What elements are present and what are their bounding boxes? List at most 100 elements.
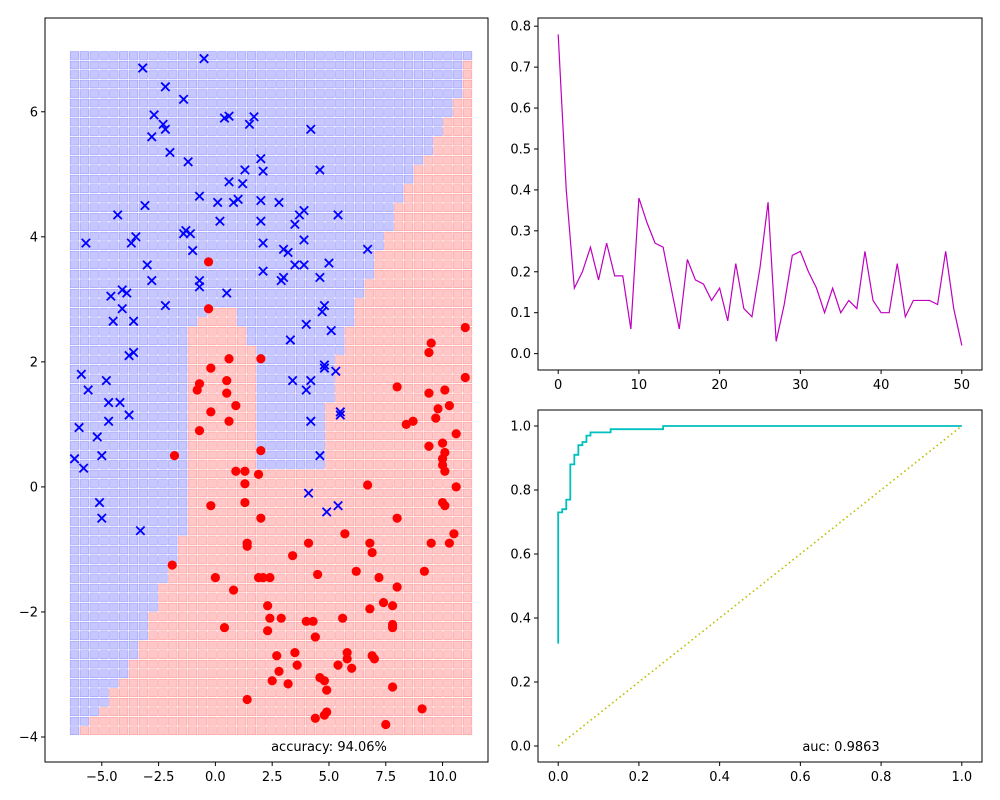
- region-cell-class-1: [345, 346, 355, 355]
- region-cell-class-0: [286, 79, 296, 89]
- region-cell-class-1: [374, 612, 384, 621]
- region-cell-class-1: [335, 441, 345, 450]
- region-cell-class-1: [364, 355, 374, 365]
- region-cell-class-0: [69, 212, 80, 222]
- region-cell-class-0: [266, 336, 276, 346]
- region-cell-class-1: [433, 298, 443, 308]
- region-cell-class-0: [305, 108, 315, 117]
- region-cell-class-1: [354, 688, 365, 698]
- region-cell-class-1: [178, 697, 188, 707]
- region-cell-class-0: [197, 203, 207, 212]
- region-cell-class-1: [217, 317, 227, 327]
- region-cell-class-0: [128, 327, 139, 336]
- region-cell-class-0: [266, 98, 276, 108]
- region-cell-class-0: [168, 70, 178, 79]
- region-cell-class-0: [305, 307, 315, 317]
- region-cell-class-0: [384, 60, 394, 70]
- scatter-point-x: [287, 375, 298, 386]
- region-cell-class-1: [217, 669, 227, 678]
- region-cell-class-0: [217, 89, 227, 98]
- region-cell-class-1: [462, 422, 473, 431]
- scatter-point-x: [121, 288, 132, 298]
- region-cell-class-1: [462, 136, 473, 146]
- region-cell-class-1: [236, 327, 247, 336]
- region-cell-class-1: [413, 507, 424, 517]
- region-cell-class-1: [423, 555, 433, 564]
- region-cell-class-0: [305, 146, 315, 155]
- region-cell-class-1: [325, 555, 335, 564]
- region-cell-class-0: [148, 117, 158, 127]
- region-cell-class-0: [99, 222, 109, 232]
- region-cell-class-1: [236, 507, 247, 517]
- region-cell-class-1: [403, 507, 414, 517]
- region-cell-class-1: [384, 536, 394, 545]
- region-cell-class-0: [325, 222, 335, 232]
- region-cell-class-1: [305, 488, 315, 498]
- region-cell-class-1: [187, 346, 198, 355]
- region-cell-class-0: [138, 108, 148, 117]
- region-cell-class-0: [335, 117, 345, 127]
- region-cell-class-1: [305, 726, 315, 736]
- region-cell-class-1: [433, 688, 443, 698]
- region-cell-class-0: [69, 241, 80, 251]
- region-cell-class-1: [374, 469, 384, 479]
- region-cell-class-1: [276, 536, 286, 545]
- region-cell-class-0: [197, 250, 207, 260]
- region-cell-class-1: [187, 327, 198, 336]
- cross-stroke: [117, 303, 128, 314]
- region-cell-class-1: [364, 526, 374, 536]
- region-cell-class-0: [79, 260, 89, 270]
- region-cell-class-0: [364, 89, 374, 98]
- region-cell-class-1: [217, 517, 227, 526]
- region-cell-class-1: [413, 650, 424, 659]
- region-cell-class-1: [335, 488, 345, 498]
- region-cell-class-0: [99, 431, 109, 441]
- region-cell-class-0: [178, 136, 188, 146]
- region-cell-class-1: [394, 650, 404, 659]
- region-cell-class-1: [394, 298, 404, 308]
- region-cell-class-1: [305, 678, 315, 688]
- region-cell-class-1: [443, 203, 453, 212]
- scatter-point-o: [203, 304, 214, 314]
- region-cell-class-0: [364, 184, 374, 193]
- loss-curve-plot: 0 10 20 30 40 500.00.10.20.30.40.50.60.70.8: [510, 17, 983, 393]
- region-cell-class-0: [128, 422, 139, 431]
- region-cell-class-0: [345, 231, 355, 241]
- region-cell-class-1: [315, 536, 325, 545]
- region-cell-class-1: [236, 336, 247, 346]
- region-cell-class-0: [236, 79, 247, 89]
- region-cell-class-1: [364, 621, 374, 631]
- region-cell-class-0: [138, 165, 148, 174]
- region-cell-class-1: [207, 631, 217, 640]
- region-cell-class-1: [453, 298, 463, 308]
- region-cell-class-1: [197, 678, 207, 688]
- region-cell-class-0: [286, 231, 296, 241]
- region-cell-class-1: [217, 631, 227, 640]
- region-cell-class-1: [227, 479, 237, 488]
- region-cell-class-0: [276, 51, 286, 60]
- scatter-point-o: [424, 388, 434, 398]
- region-cell-class-1: [295, 498, 306, 507]
- region-cell-class-0: [354, 136, 365, 146]
- region-cell-class-0: [384, 108, 394, 117]
- region-cell-class-0: [266, 241, 276, 251]
- region-cell-class-1: [227, 336, 237, 346]
- region-cell-class-0: [69, 688, 80, 698]
- region-cell-class-1: [207, 707, 217, 717]
- region-cell-class-1: [453, 117, 463, 127]
- region-cell-class-1: [403, 555, 414, 564]
- region-cell-class-1: [423, 659, 433, 669]
- region-cell-class-0: [384, 165, 394, 174]
- region-cell-class-1: [266, 469, 276, 479]
- region-cell-class-0: [266, 174, 276, 184]
- region-cell-class-0: [384, 51, 394, 60]
- scatter-point-x: [317, 307, 327, 317]
- region-cell-class-0: [325, 60, 335, 70]
- region-cell-class-0: [295, 450, 306, 460]
- region-cell-class-0: [413, 117, 424, 127]
- region-cell-class-0: [148, 536, 158, 545]
- region-cell-class-0: [168, 174, 178, 184]
- region-cell-class-0: [354, 184, 365, 193]
- region-cell-class-0: [128, 346, 139, 355]
- region-cell-class-0: [315, 374, 325, 384]
